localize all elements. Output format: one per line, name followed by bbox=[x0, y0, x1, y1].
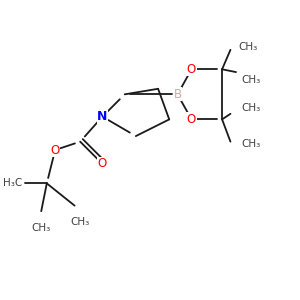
Text: O: O bbox=[98, 158, 107, 170]
Text: B: B bbox=[173, 88, 181, 101]
Text: O: O bbox=[187, 113, 196, 126]
Text: H₃C: H₃C bbox=[2, 178, 22, 188]
Text: CH₃: CH₃ bbox=[242, 140, 261, 149]
Text: CH₃: CH₃ bbox=[239, 42, 258, 52]
Text: CH₃: CH₃ bbox=[242, 75, 261, 85]
Text: N: N bbox=[97, 110, 108, 123]
Text: CH₃: CH₃ bbox=[242, 103, 261, 113]
Text: CH₃: CH₃ bbox=[32, 223, 51, 233]
Text: O: O bbox=[187, 63, 196, 76]
Text: O: O bbox=[50, 143, 60, 157]
Text: CH₃: CH₃ bbox=[70, 217, 90, 227]
